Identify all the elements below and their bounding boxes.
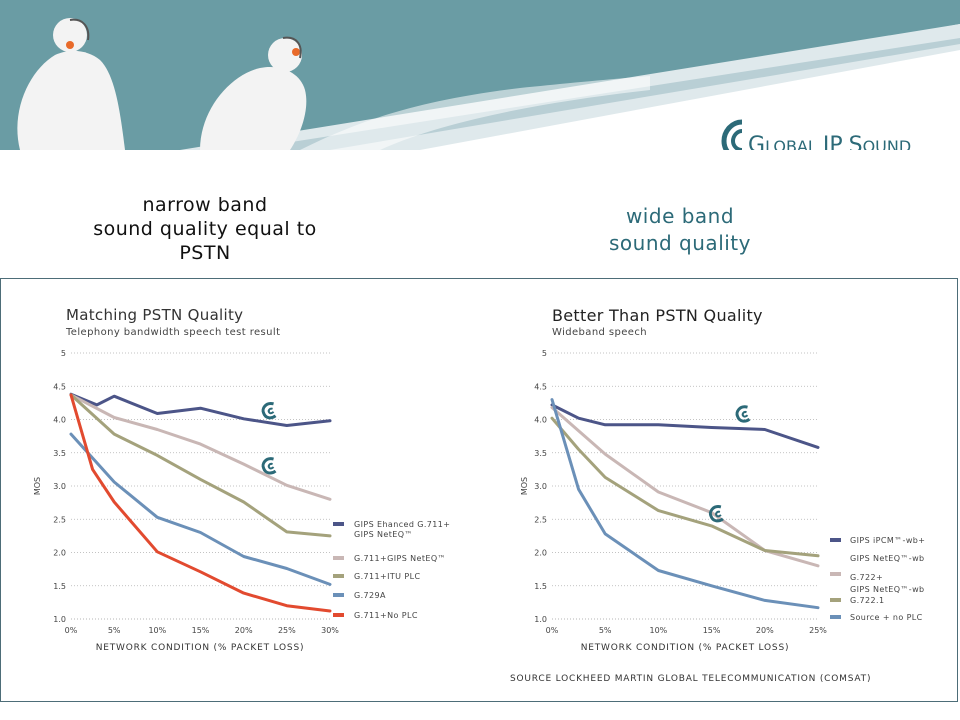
- legend-label: GIPS NetEQ™: [354, 530, 413, 539]
- headline-line: PSTN: [179, 242, 231, 264]
- gips-logo-icon-inner: [267, 462, 275, 470]
- x-tick-label: 25%: [809, 626, 827, 635]
- charts-panel: [0, 278, 958, 702]
- y-tick-label: 1.0: [53, 615, 66, 624]
- y-axis-label: MOS: [520, 477, 529, 495]
- legend-label: GIPS NetEQ™-wb: [850, 554, 925, 563]
- x-tick-label: 30%: [321, 626, 339, 635]
- y-tick-label: 1.5: [53, 582, 66, 591]
- y-tick-label: 2.0: [53, 549, 66, 558]
- x-tick-label: 15%: [192, 626, 210, 635]
- x-tick-label: 0%: [546, 626, 559, 635]
- x-axis-label: NETWORK CONDITION (% PACKET LOSS): [96, 643, 305, 653]
- legend-label: GIPS NetEQ™-wb: [850, 585, 925, 594]
- gips-logo-icon-inner: [715, 510, 722, 518]
- series-line: [69, 392, 332, 427]
- chart-1-title: Matching PSTN Quality: [66, 306, 244, 324]
- global-ip-sound-logo: GLOBAL IP SOUND: [721, 119, 911, 150]
- y-axis-label: MOS: [33, 477, 42, 495]
- operator-silhouette-2: [200, 66, 307, 150]
- chart-2-title: Better Than PSTN Quality: [552, 306, 763, 325]
- y-tick-label: 2.5: [53, 515, 66, 524]
- y-tick-label: 2.0: [534, 549, 547, 558]
- legend-label: G.711+No PLC: [354, 611, 418, 620]
- y-tick-label: 2.5: [534, 515, 547, 524]
- legend-label: GIPS iPCM™-wb+: [850, 536, 925, 545]
- x-tick-label: 10%: [148, 626, 166, 635]
- y-tick-label: 3.0: [53, 482, 66, 491]
- wide-band-headline: wide band sound quality: [560, 203, 800, 257]
- series-line: [69, 393, 332, 613]
- series-line: [69, 432, 332, 586]
- legend-label: G.729A: [354, 591, 386, 600]
- y-tick-label: 4.5: [534, 382, 547, 391]
- gips-logo-icon: [735, 405, 751, 423]
- x-tick-label: 0%: [65, 626, 78, 635]
- chart-1-subtitle: Telephony bandwidth speech test result: [66, 327, 281, 338]
- headline-line: sound quality: [609, 231, 751, 255]
- gips-logo-icon-inner: [741, 410, 749, 418]
- gips-logo-icon: [261, 402, 277, 420]
- x-axis-label: NETWORK CONDITION (% PACKET LOSS): [581, 643, 790, 653]
- narrow-band-headline: narrow band sound quality equal to PSTN: [70, 193, 340, 265]
- y-tick-label: 1.0: [534, 615, 547, 624]
- source-note: SOURCE LOCKHEED MARTIN GLOBAL TELECOMMUN…: [510, 674, 872, 684]
- series-line: [550, 403, 820, 449]
- y-tick-label: 4.5: [53, 382, 66, 391]
- series-line: [550, 406, 820, 568]
- headline-line: wide band: [625, 204, 735, 228]
- y-tick-label: 3.5: [53, 449, 66, 458]
- headset-icon-2: [292, 48, 300, 56]
- legend-label: Source + no PLC: [850, 613, 923, 622]
- x-tick-label: 5%: [108, 626, 121, 635]
- gips-logo-icon: [708, 505, 724, 523]
- series-line: [550, 398, 820, 610]
- operator-head-2: [268, 38, 302, 72]
- legend-label: G.711+ITU PLC: [354, 572, 420, 581]
- headset-icon-1: [66, 41, 74, 49]
- legend-label: G.722+: [850, 573, 883, 582]
- y-tick-label: 1.5: [534, 582, 547, 591]
- legend-label: GIPS Ehanced G.711+: [354, 520, 450, 529]
- x-tick-label: 20%: [235, 626, 253, 635]
- legend-label: G.722.1: [850, 596, 884, 605]
- legend-label: G.711+GIPS NetEQ™: [354, 554, 446, 563]
- series-line: [69, 393, 332, 501]
- series-line: [69, 393, 332, 538]
- headline-line: sound quality equal to: [93, 218, 317, 240]
- brand-name: GLOBAL IP SOUND: [748, 133, 911, 150]
- y-tick-label: 5: [542, 349, 547, 358]
- operator-head-1: [53, 18, 87, 52]
- y-tick-label: 4.0: [534, 416, 547, 425]
- x-tick-label: 10%: [650, 626, 668, 635]
- header-banner: GLOBAL IP SOUND: [0, 0, 960, 150]
- chart-2-subtitle: Wideband speech: [552, 327, 647, 338]
- headline-line: narrow band: [142, 194, 268, 216]
- operator-silhouette-1: [17, 50, 126, 150]
- series-line: [550, 416, 820, 558]
- y-tick-label: 3.0: [534, 482, 547, 491]
- x-tick-label: 5%: [599, 626, 612, 635]
- y-tick-label: 3.5: [534, 449, 547, 458]
- y-tick-label: 4.0: [53, 416, 66, 425]
- x-tick-label: 25%: [278, 626, 296, 635]
- x-tick-label: 15%: [703, 626, 721, 635]
- x-tick-label: 20%: [756, 626, 774, 635]
- gips-logo-icon-inner: [267, 407, 275, 415]
- gips-logo-icon: [261, 457, 277, 475]
- y-tick-label: 5: [61, 349, 66, 358]
